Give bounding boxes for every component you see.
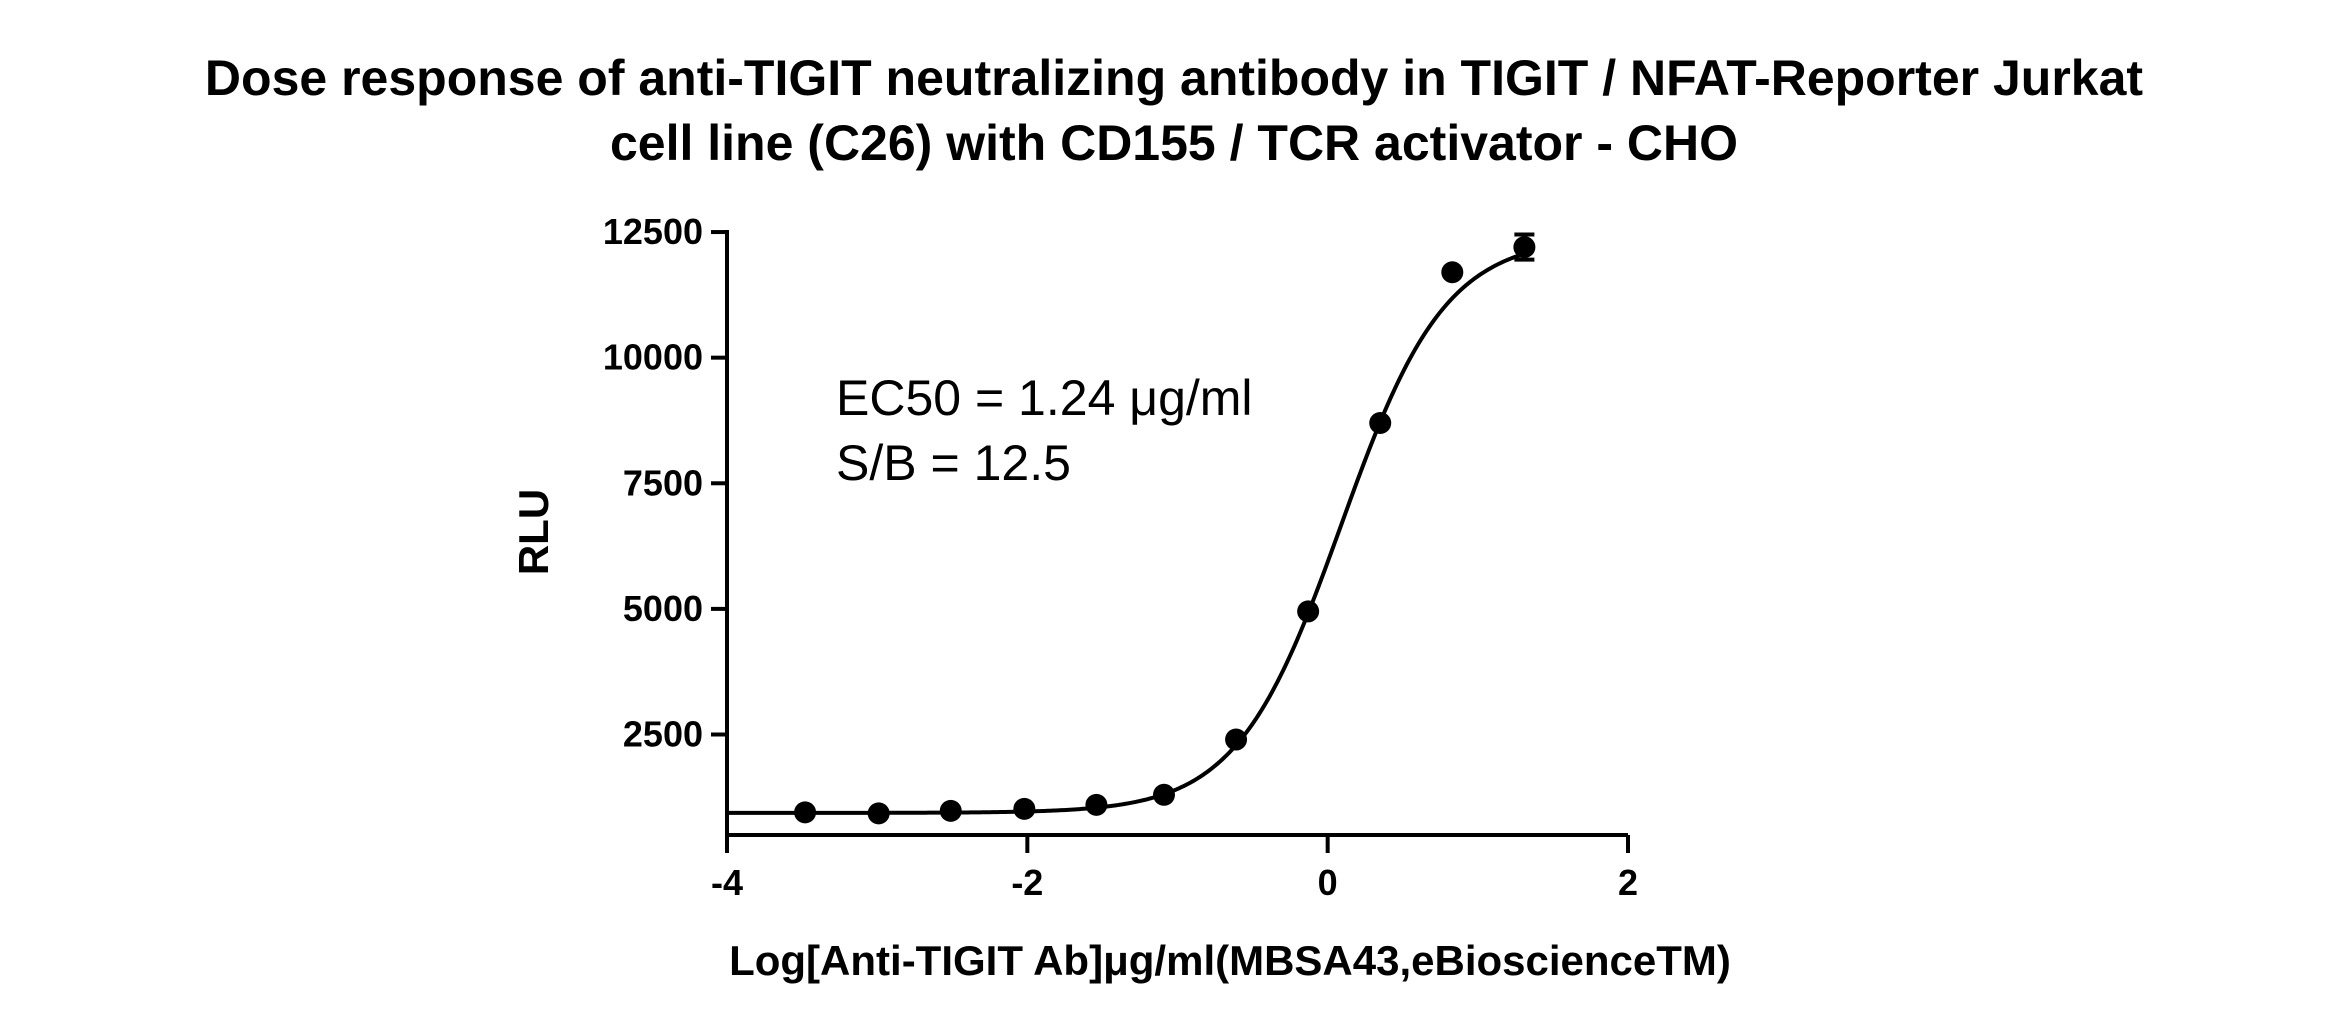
ec50-annotation: EC50 = 1.24 μg/ml [836,370,1253,426]
y-tick-label: 7500 [623,462,703,503]
x-tick-label: -2 [1011,862,1043,903]
data-points [794,236,1536,825]
sb-annotation: S/B = 12.5 [836,435,1071,491]
data-point [1369,411,1392,434]
y-axis-label: RLU [510,489,557,575]
chart-title-line-2: cell line (C26) with CD155 / TCR activat… [610,115,1738,171]
data-point [1013,797,1036,820]
x-axis-label: Log[Anti-TIGIT Ab]μg/ml(MBSA43,eBioscien… [729,937,1731,984]
y-tick-label: 10000 [603,337,703,378]
data-point [1085,793,1108,816]
data-point [939,799,962,822]
data-point [794,801,817,824]
chart-title-line-1: Dose response of anti-TIGIT neutralizing… [205,50,2143,106]
y-axis-ticks: 2500 5000 7500 10000 12500 [603,211,727,755]
data-point [1152,783,1175,806]
x-tick-label: -4 [711,862,743,903]
data-point [1225,728,1248,751]
x-tick-label: 0 [1318,862,1338,903]
x-tick-label: 2 [1618,862,1638,903]
data-point [1513,236,1536,259]
data-point [867,802,890,825]
x-axis-ticks: -4 -2 0 2 [711,835,1638,903]
y-tick-label: 5000 [623,588,703,629]
data-point [1297,600,1320,623]
y-tick-label: 12500 [603,211,703,252]
fit-curve [727,251,1525,815]
plot-area: 2500 5000 7500 10000 12500 -4 -2 0 2 [603,211,1638,903]
data-point [1441,261,1464,284]
y-tick-label: 2500 [623,714,703,755]
